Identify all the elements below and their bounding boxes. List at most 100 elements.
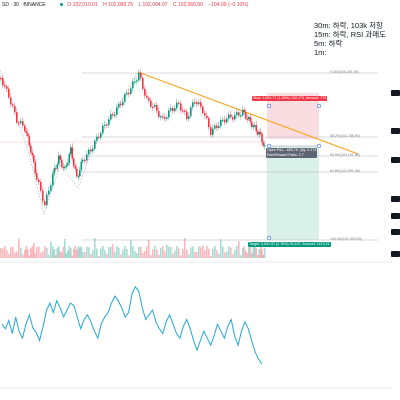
volume-bar [257, 255, 259, 258]
entry-label[interactable]: Open P&L: -895.75, Qty: 0.174 Risk/Rewar… [266, 148, 318, 158]
candle [76, 168, 78, 177]
volume-bar [200, 247, 202, 258]
stop-label[interactable]: Stop: 1,081.77 (1.06%) 108,175, Amount: … [252, 96, 328, 101]
candle [24, 125, 26, 131]
candle [18, 122, 20, 124]
candle [262, 142, 265, 146]
volume-bar [172, 253, 174, 258]
candle [260, 132, 262, 134]
price-axis-marker[interactable] [391, 157, 400, 163]
volume-bar [240, 255, 242, 258]
volume-bar [61, 252, 63, 258]
target-label[interactable]: Target: 2,941.97 (2.78%) 99,197, Amount:… [248, 242, 331, 247]
volume-bar [158, 254, 160, 258]
descending-trendline[interactable] [137, 71, 359, 155]
volume-bar [114, 251, 116, 258]
candle [234, 115, 236, 120]
volume-bar [130, 240, 132, 258]
volume-bar [260, 246, 262, 258]
candle [124, 94, 126, 102]
position-handle[interactable] [266, 103, 272, 109]
candle [170, 108, 172, 111]
volume-bar [190, 247, 192, 258]
volume-bar [52, 246, 54, 258]
volume-bar [48, 254, 50, 258]
volume-bar [170, 247, 172, 258]
take-profit-zone[interactable] [267, 146, 319, 240]
price-axis-marker[interactable] [391, 90, 400, 96]
volume-bar [202, 245, 204, 258]
volume-bar [10, 247, 12, 258]
volume-bar [6, 250, 8, 258]
candle [243, 109, 246, 113]
note-line-30m: 30m: 하락, 103k 저항 [314, 21, 383, 30]
candle [126, 92, 128, 95]
volume-bar [96, 248, 98, 258]
volume-bar [8, 253, 10, 258]
ohlc-low: L 102,004.97 [138, 2, 168, 8]
candle [208, 118, 210, 128]
volume-bar [73, 248, 75, 258]
symbol-label[interactable]: SD · 30 · BINANCE [2, 2, 46, 8]
candle [172, 108, 174, 112]
position-handle[interactable] [316, 103, 322, 109]
volume-bar [243, 246, 246, 258]
candle [88, 149, 90, 155]
candle [146, 95, 148, 98]
candle [36, 173, 38, 180]
candle [106, 124, 108, 126]
volume-bar [120, 254, 122, 258]
position-handle[interactable] [266, 143, 272, 149]
candle [230, 114, 232, 118]
candle [122, 101, 124, 106]
candle [4, 85, 6, 87]
analysis-note[interactable]: 30m: 하락, 103k 저항 15m: 하락, RSI 과매도 5m: 하락… [314, 21, 386, 57]
volume-bar [222, 246, 224, 258]
volume-bar [188, 254, 190, 258]
candle [136, 80, 138, 82]
volume-bar [162, 246, 164, 258]
candle [206, 115, 208, 119]
candle [178, 102, 180, 104]
candle [20, 121, 22, 124]
candle [198, 102, 200, 105]
volume-bar [164, 251, 166, 258]
candle [251, 121, 253, 127]
volume-bar [152, 249, 154, 258]
note-line-5m: 5m: 하락 [314, 39, 343, 48]
volume-bar [53, 249, 56, 258]
volume-bar [74, 246, 77, 258]
price-axis-marker[interactable] [391, 251, 400, 257]
candle [166, 117, 168, 119]
volume-series [0, 238, 266, 258]
volume-bar [118, 247, 120, 258]
volume-bar [58, 246, 60, 258]
price-axis-marker[interactable] [391, 213, 400, 219]
candle [160, 116, 162, 118]
volume-bar [214, 246, 216, 258]
candle [2, 78, 4, 86]
candle [90, 149, 92, 152]
volume-bar [50, 241, 52, 258]
price-axis-marker[interactable] [391, 196, 400, 202]
volume-bar [156, 249, 158, 258]
volume-bar [40, 252, 42, 258]
candle [130, 88, 132, 94]
position-handle[interactable] [266, 235, 272, 241]
position-handle[interactable] [316, 143, 322, 149]
price-axis-marker[interactable] [391, 229, 400, 235]
candle [257, 131, 259, 135]
candle [59, 155, 62, 160]
candle [94, 140, 96, 149]
volume-bar [246, 253, 249, 258]
candle [194, 102, 196, 104]
candle [100, 133, 102, 138]
volume-bar [0, 248, 2, 258]
volume-bar [42, 251, 44, 258]
price-axis-marker[interactable] [391, 128, 400, 134]
volume-bar [27, 248, 29, 258]
candle [258, 132, 261, 135]
volume-bar [206, 246, 208, 258]
volume-bar [68, 246, 71, 258]
